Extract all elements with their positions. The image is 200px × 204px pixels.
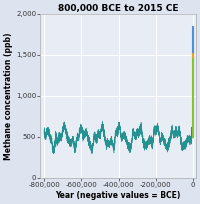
- Title: 800,000 BCE to 2015 CE: 800,000 BCE to 2015 CE: [58, 4, 178, 13]
- Y-axis label: Methane concentration (ppb): Methane concentration (ppb): [4, 32, 13, 160]
- X-axis label: Year (negative values = BCE): Year (negative values = BCE): [55, 191, 181, 200]
